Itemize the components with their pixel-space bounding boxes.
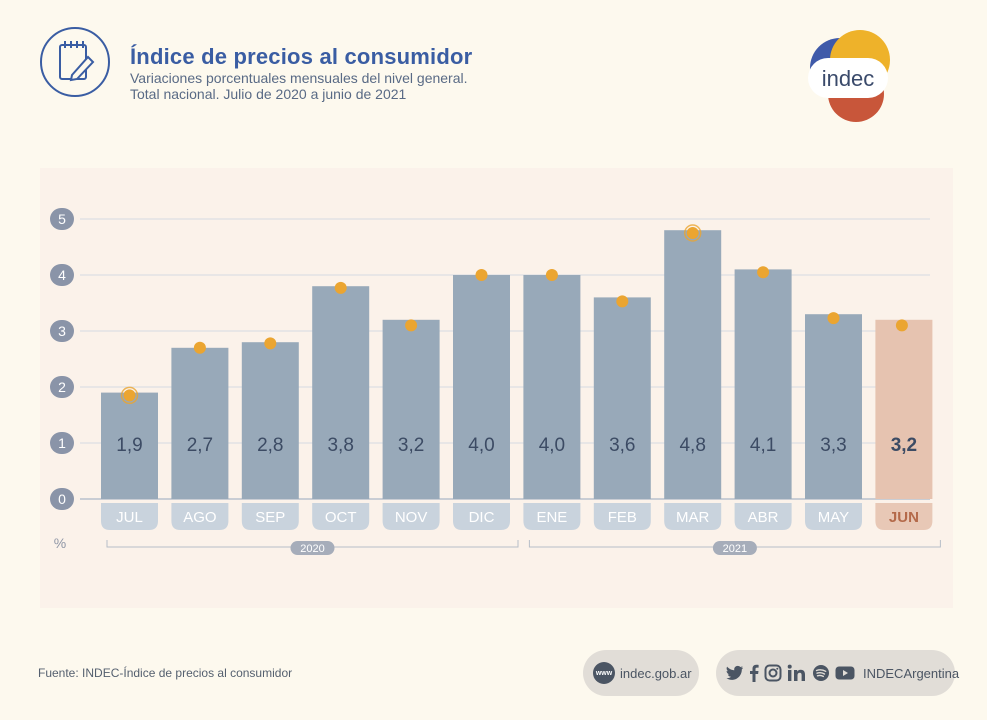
bar-value-label: 4,8 xyxy=(679,435,705,456)
bar xyxy=(101,392,158,499)
category-label: DIC xyxy=(469,509,495,526)
category-label: NOV xyxy=(395,509,428,526)
source-note: Fuente: INDEC-Índice de precios al consu… xyxy=(38,666,293,680)
marker-dot xyxy=(264,337,277,350)
bar-value-label: 4,1 xyxy=(750,435,776,456)
category-label: FEB xyxy=(608,509,637,526)
category-label: MAR xyxy=(676,509,710,526)
y-tick-badge xyxy=(50,264,74,286)
marker-dot xyxy=(193,341,206,354)
y-tick-label: 0 xyxy=(58,491,66,507)
category-pill xyxy=(664,503,722,530)
bar xyxy=(734,269,792,499)
marker-dot xyxy=(757,266,770,279)
bar xyxy=(805,314,862,499)
category-pill xyxy=(734,503,792,530)
bar xyxy=(382,319,440,499)
category-pill xyxy=(312,503,370,530)
year-label: 2020 xyxy=(300,543,324,555)
bar-value-label: 1,9 xyxy=(116,435,142,456)
y-tick-label: 3 xyxy=(58,323,66,339)
y-tick-label: 1 xyxy=(58,435,66,451)
bar-value-label: 4,0 xyxy=(539,435,565,456)
bar-value-label: 2,8 xyxy=(257,435,283,456)
category-pill xyxy=(241,503,299,530)
category-pill xyxy=(523,503,581,530)
category-label: OCT xyxy=(325,509,357,526)
subtitle-line-2: Total nacional. Julio de 2020 a junio de… xyxy=(130,86,407,102)
facebook-icon[interactable] xyxy=(749,664,759,682)
marker-dot xyxy=(405,319,418,332)
category-pill xyxy=(453,503,510,530)
linkedin-icon[interactable] xyxy=(787,664,807,682)
page-subtitle: Variaciones porcentuales mensuales del n… xyxy=(130,70,468,102)
category-label: AGO xyxy=(183,509,216,526)
category-label: ENE xyxy=(536,509,567,526)
category-pill xyxy=(382,503,440,530)
category-label: ABR xyxy=(748,509,779,526)
category-label: JUN xyxy=(889,509,919,526)
indec-logo: indec xyxy=(790,30,900,126)
bar-value-label: 3,2 xyxy=(891,435,917,456)
bar-value-label: 3,3 xyxy=(820,435,846,456)
notepad-pencil-icon xyxy=(40,27,110,97)
category-label: JUL xyxy=(116,509,143,526)
y-tick-badge xyxy=(50,376,74,398)
youtube-icon[interactable] xyxy=(835,666,855,680)
category-pill xyxy=(171,503,229,530)
bar xyxy=(241,342,299,499)
category-label: MAY xyxy=(818,509,849,526)
marker-dot xyxy=(123,389,136,402)
marker-dot xyxy=(545,269,558,281)
marker-dot xyxy=(686,227,699,239)
www-icon: www xyxy=(593,662,615,684)
y-axis-unit: % xyxy=(54,535,66,551)
logo-text: indec xyxy=(822,66,875,91)
marker-dot xyxy=(895,319,908,332)
marker-dot xyxy=(616,295,629,308)
bar xyxy=(875,319,933,499)
marker-dot xyxy=(334,281,347,294)
bar xyxy=(453,275,510,499)
year-badge xyxy=(290,541,335,555)
twitter-icon[interactable] xyxy=(726,665,744,681)
y-tick-badge xyxy=(50,208,74,230)
y-tick-label: 4 xyxy=(58,267,66,283)
spotify-icon[interactable] xyxy=(812,664,830,682)
y-tick-badge xyxy=(50,320,74,342)
bar xyxy=(593,297,651,499)
bar-value-label: 3,8 xyxy=(327,435,353,456)
bar xyxy=(664,230,722,499)
year-badge xyxy=(712,541,757,555)
bar-value-label: 3,6 xyxy=(609,435,635,456)
category-pill xyxy=(593,503,651,530)
subtitle-line-1: Variaciones porcentuales mensuales del n… xyxy=(130,70,468,86)
bar xyxy=(523,275,581,499)
marker-ring xyxy=(120,386,139,405)
y-tick-label: 5 xyxy=(58,211,66,227)
bar-value-label: 3,2 xyxy=(398,435,424,456)
marker-dot xyxy=(827,312,840,325)
bar-value-label: 2,7 xyxy=(187,435,213,456)
instagram-icon[interactable] xyxy=(764,664,782,682)
social-handle: INDECArgentina xyxy=(863,665,960,681)
y-tick-label: 2 xyxy=(58,379,66,395)
website-link[interactable]: www indec.gob.ar xyxy=(583,650,699,696)
marker-ring xyxy=(683,224,702,242)
website-label: indec.gob.ar xyxy=(620,665,692,681)
bar xyxy=(312,286,370,499)
bar xyxy=(171,347,229,499)
category-pill xyxy=(875,503,933,530)
y-tick-badge xyxy=(50,432,74,454)
bar-value-label: 4,0 xyxy=(468,435,494,456)
category-label: SEP xyxy=(255,509,285,526)
page-title: Índice de precios al consumidor xyxy=(130,44,473,69)
social-links: INDECArgentina xyxy=(716,650,959,696)
y-tick-badge xyxy=(50,488,74,510)
marker-dot xyxy=(475,269,488,281)
year-label: 2021 xyxy=(723,543,747,555)
category-pill xyxy=(805,503,862,530)
category-pill xyxy=(101,503,158,530)
